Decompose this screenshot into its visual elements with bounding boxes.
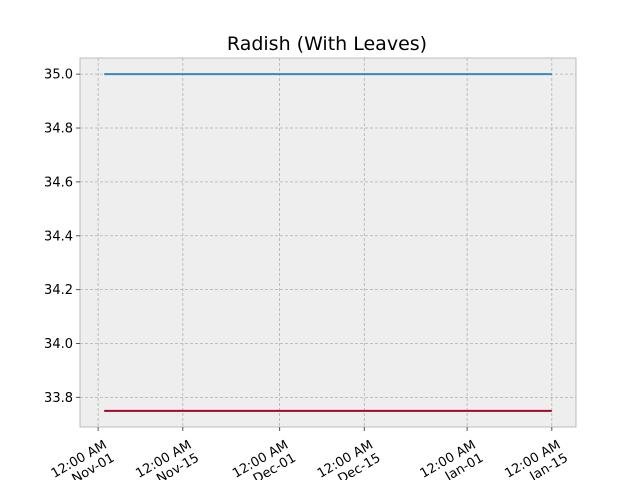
y-tick-label: 34.0	[44, 337, 73, 352]
y-tick-label: 34.8	[44, 122, 73, 137]
plot-area	[79, 57, 577, 428]
series-layer	[104, 73, 552, 412]
y-tick-label: 34.2	[44, 283, 73, 298]
y-tick-label: 33.8	[44, 391, 73, 406]
chart-title: Radish (With Leaves)	[227, 33, 427, 55]
y-tick-label: 34.4	[44, 229, 73, 244]
y-axis: 33.8 34.0 34.2 34.4 34.6 34.8 35.0	[44, 68, 80, 406]
y-tick-label: 35.0	[44, 68, 73, 83]
y-tick-label: 34.6	[44, 175, 73, 190]
